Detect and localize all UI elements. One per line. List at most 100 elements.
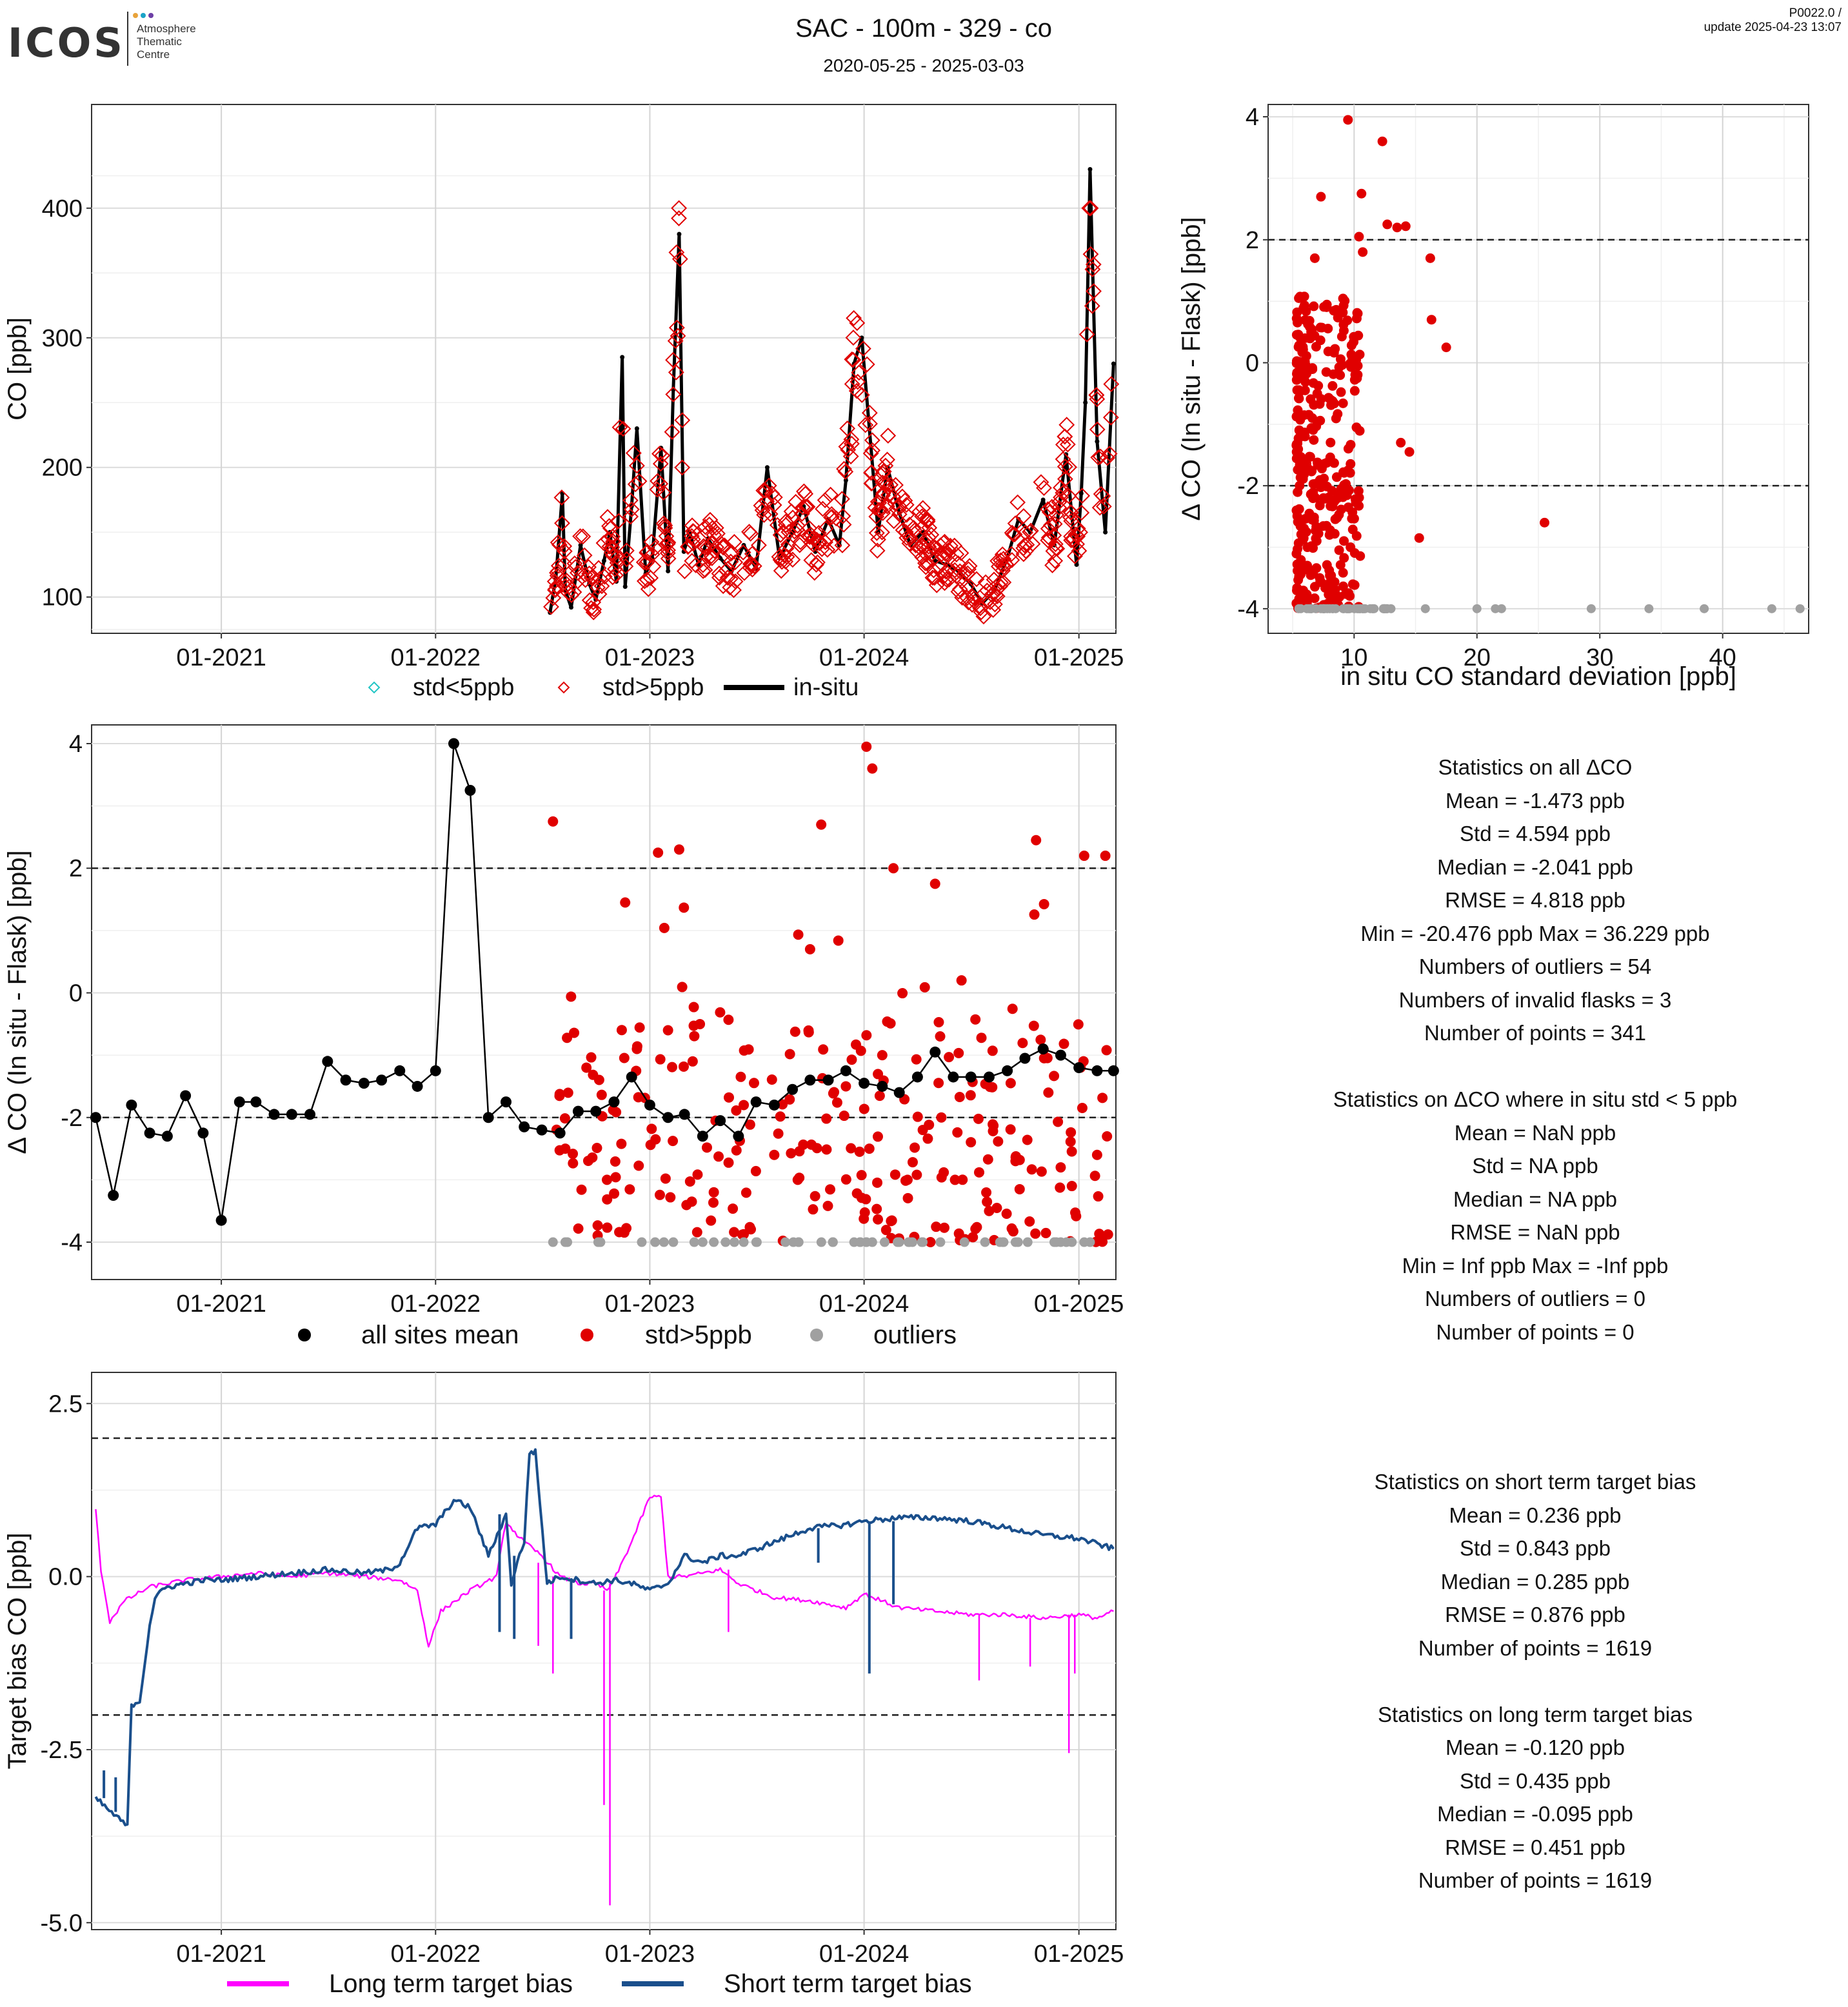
p1-marker-std-gt5 <box>722 546 739 562</box>
p2-point-std-gt5 <box>1425 253 1435 263</box>
p3-tick-label-y: -2 <box>61 1105 83 1132</box>
p2-point-std-gt5 <box>1298 586 1309 596</box>
p1-marker-std-gt5 <box>870 531 886 548</box>
p1-marker-std-gt5 <box>1062 504 1079 520</box>
p3-point-std-gt5 <box>856 1192 867 1203</box>
p3-mean-point <box>519 1121 530 1132</box>
p3-point-std-gt5 <box>902 1174 913 1185</box>
p2-point-std-gt5 <box>1329 496 1340 506</box>
p3-mean-point <box>412 1080 423 1092</box>
p1-marker-std-gt5 <box>702 511 719 528</box>
icos-logo: ICOS Atmosphere Thematic Centre <box>8 12 196 66</box>
p1-marker-std-gt5 <box>926 562 942 578</box>
p3-point-std-gt5 <box>689 1031 700 1042</box>
p2-point-std-gt5 <box>1356 188 1367 199</box>
p1-marker-std-gt5 <box>845 330 862 346</box>
p1-marker-std-gt5 <box>1093 486 1109 502</box>
p3-tick-label-x: 01-2023 <box>605 1290 695 1318</box>
p2-point-std-gt5 <box>1342 490 1352 500</box>
p2-tick-label-x: 30 <box>1586 644 1613 671</box>
p3-point-std-gt5 <box>824 1184 835 1195</box>
p1-insitu-point <box>578 542 583 548</box>
p1-marker-std-gt5 <box>835 508 851 524</box>
p3-point-std-gt5 <box>873 1214 884 1225</box>
p1-marker-std-gt5 <box>784 509 801 526</box>
p1-marker-std-gt5 <box>879 451 895 468</box>
p3-point-std-gt5 <box>724 1092 735 1103</box>
p1-frame <box>91 104 1117 634</box>
p2-point-std-gt5 <box>1295 472 1306 482</box>
p3-point-std-gt5 <box>708 1187 719 1198</box>
p3-point-std-gt5 <box>982 1154 993 1165</box>
p1-marker-std-gt5 <box>1057 428 1073 445</box>
p3-point-std-gt5 <box>1043 1087 1054 1098</box>
p3-point-outlier <box>995 1237 1005 1247</box>
p3-point-std-gt5 <box>854 1146 865 1157</box>
p3-point-std-gt5 <box>624 1184 635 1195</box>
p3-point-std-gt5 <box>1029 909 1040 920</box>
p1-marker-std-gt5 <box>671 210 687 226</box>
p2-point-std-gt5 <box>1540 517 1550 528</box>
p1-marker-std-gt5 <box>622 492 639 509</box>
p2-point-std-gt5 <box>1291 330 1302 340</box>
p1-marker-std-gt5 <box>1082 200 1099 217</box>
p3-mean-point <box>536 1124 548 1136</box>
p1-marker-std-gt5 <box>960 561 977 578</box>
p1-marker-std-gt5 <box>719 569 736 586</box>
p1-marker-std-gt5 <box>1044 499 1060 515</box>
p4-tick-label-x: 01-2021 <box>176 1941 266 1968</box>
p3-point-std-gt5 <box>929 878 940 889</box>
p1-tick-label-y: 400 <box>42 195 83 222</box>
p3-legend-marker-std-gt5 <box>581 1329 593 1341</box>
p1-marker-std-gt5 <box>670 328 686 344</box>
stats-short-std: Std = 0.843 ppb <box>1460 1536 1611 1560</box>
p1-marker-std-gt5 <box>840 442 857 458</box>
p4-tick-label-y: -5.0 <box>41 1910 83 1937</box>
p1-marker-std-gt5 <box>1099 450 1116 466</box>
p4-short-term-line <box>94 1448 1115 1826</box>
p1-marker-std-gt5 <box>581 559 597 575</box>
p3-point-std-gt5 <box>723 1014 734 1025</box>
p3-legend-label-outliers: outliers <box>873 1321 957 1349</box>
p1-marker-std-gt5 <box>567 559 584 575</box>
p1-marker-std-gt5 <box>919 511 936 528</box>
p3-point-outlier <box>935 1237 946 1247</box>
p1-marker-std-gt5 <box>726 533 742 550</box>
p3-point-std-gt5 <box>631 1043 642 1054</box>
p1-marker-std-gt5 <box>822 486 839 503</box>
p3-point-outlier <box>739 1237 749 1247</box>
p2-point-std-gt5 <box>1295 357 1305 367</box>
p1-marker-std-gt5 <box>1046 516 1063 532</box>
p3-point-std-gt5 <box>957 1174 968 1185</box>
p2-point-std-gt5 <box>1306 489 1316 499</box>
p2-point-std-gt5 <box>1338 568 1348 578</box>
p1-marker-std-gt5 <box>586 601 602 618</box>
p3-point-std-gt5 <box>688 1002 699 1013</box>
p3-point-std-gt5 <box>936 1112 947 1123</box>
p1-marker-std-gt5 <box>543 598 559 615</box>
stats-short-mean: Mean = 0.236 ppb <box>1449 1503 1622 1527</box>
p3-point-std-gt5 <box>1073 1019 1084 1030</box>
p2-point-std-gt5 <box>1329 458 1339 468</box>
p3-legend-label-mean: all sites mean <box>361 1321 519 1349</box>
p3-mean-point <box>90 1112 101 1123</box>
p3-mean-point <box>983 1071 995 1083</box>
p1-marker-std-gt5 <box>801 520 818 537</box>
p3-point-std-gt5 <box>723 1157 734 1168</box>
p2-point-std-gt5 <box>1377 136 1387 146</box>
stats-std5-rmse: RMSE = NaN ppb <box>1450 1220 1620 1244</box>
p3-point-std-gt5 <box>731 1145 742 1156</box>
p3-point-std-gt5 <box>1053 1116 1064 1127</box>
stats-delta-co: Statistics on all ΔCO Mean = -1.473 ppb … <box>1333 751 1737 1349</box>
p1-marker-std-gt5 <box>940 546 957 563</box>
stats-long-mean: Mean = -0.120 ppb <box>1446 1735 1625 1759</box>
p1-marker-std-gt5 <box>950 584 967 600</box>
p3-point-outlier <box>1085 1237 1095 1247</box>
p1-marker-std-gt5 <box>727 573 744 589</box>
p2-point-std-gt5 <box>1339 536 1349 546</box>
p2-point-outlier <box>1367 604 1377 613</box>
p1-marker-std-gt5 <box>1073 504 1090 521</box>
p3-mean-point <box>215 1214 227 1226</box>
p1-marker-std-gt5 <box>867 499 884 516</box>
p2-point-std-gt5 <box>1336 387 1346 397</box>
